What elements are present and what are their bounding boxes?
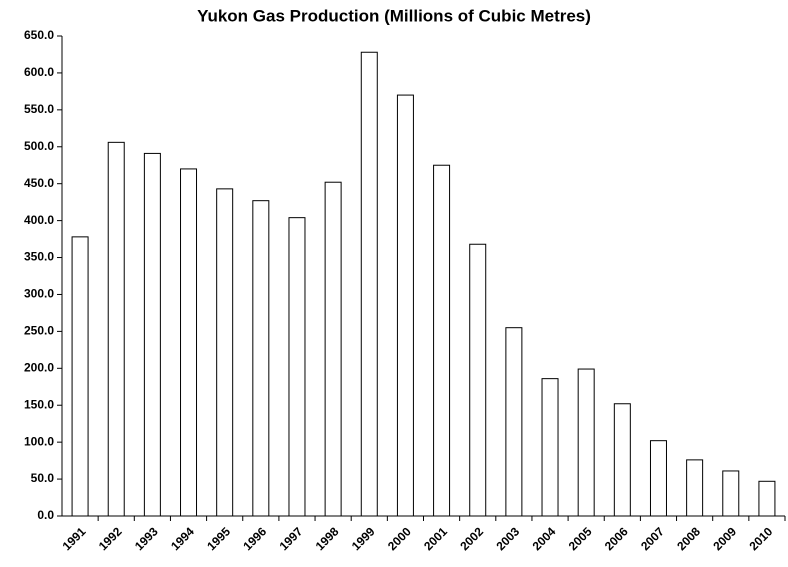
bar (288, 217, 306, 517)
bar (143, 152, 161, 517)
bar (722, 470, 740, 517)
x-tick-label: 2004 (530, 524, 559, 553)
bar (71, 236, 89, 517)
x-tick-label: 1996 (240, 524, 269, 553)
x-tick-label: 2010 (747, 524, 776, 553)
y-tick-label: 250.0 (24, 324, 54, 338)
bar (541, 378, 559, 517)
x-tick-label: 1994 (168, 524, 197, 553)
x-tick-label: 1993 (132, 524, 161, 553)
y-tick-label: 0.0 (37, 508, 54, 522)
x-tick-label: 2005 (566, 524, 595, 553)
x-tick-label: 2008 (674, 524, 703, 553)
x-tick-label: 2002 (457, 524, 486, 553)
x-tick-label: 1999 (349, 524, 378, 553)
y-tick-label: 50.0 (31, 471, 55, 485)
x-tick-label: 2003 (493, 524, 522, 553)
bar (686, 459, 704, 517)
bar (577, 368, 595, 517)
bar (396, 94, 414, 517)
bar (469, 243, 487, 517)
y-tick-label: 400.0 (24, 213, 54, 227)
y-tick-label: 600.0 (24, 65, 54, 79)
x-tick-label: 2006 (602, 524, 631, 553)
bar (180, 168, 198, 517)
bar (613, 403, 631, 517)
y-tick-label: 100.0 (24, 434, 54, 448)
bar (360, 51, 378, 517)
y-tick-label: 300.0 (24, 287, 54, 301)
bar (216, 188, 234, 517)
y-tick-label: 650.0 (24, 28, 54, 42)
bar (758, 480, 776, 517)
bar (107, 141, 125, 517)
x-tick-label: 1995 (204, 524, 233, 553)
x-tick-label: 2009 (710, 524, 739, 553)
bar (433, 164, 451, 517)
x-tick-label: 1997 (277, 524, 306, 553)
x-tick-label: 1998 (313, 524, 342, 553)
x-tick-label: 1991 (60, 524, 89, 553)
x-tick-label: 2001 (421, 524, 450, 553)
y-tick-label: 550.0 (24, 102, 54, 116)
y-tick-label: 450.0 (24, 176, 54, 190)
chart-title: Yukon Gas Production (Millions of Cubic … (197, 6, 591, 25)
bar (324, 181, 342, 517)
x-tick-label: 1992 (96, 524, 125, 553)
x-tick-label: 2000 (385, 524, 414, 553)
bar (649, 440, 667, 517)
y-tick-label: 500.0 (24, 139, 54, 153)
y-tick-label: 150.0 (24, 397, 54, 411)
bar (252, 200, 270, 517)
bar (505, 327, 523, 517)
x-tick-label: 2007 (638, 524, 667, 553)
y-tick-label: 350.0 (24, 250, 54, 264)
y-tick-label: 200.0 (24, 360, 54, 374)
